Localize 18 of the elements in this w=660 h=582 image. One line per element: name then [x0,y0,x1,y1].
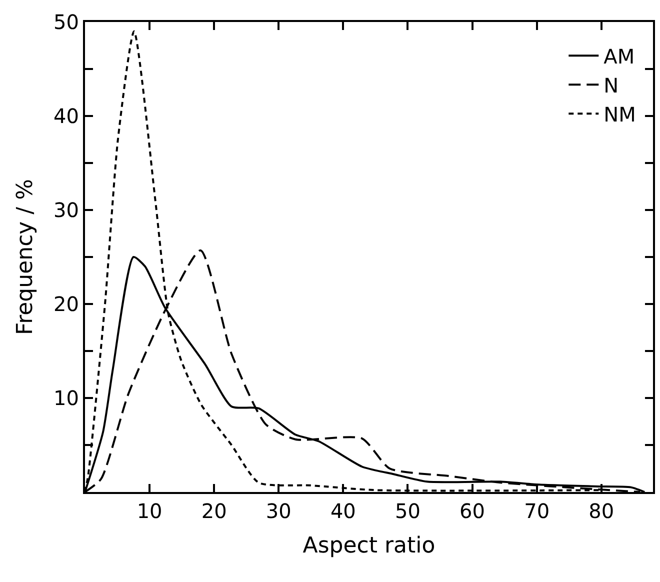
y-tick-label: 20 [54,292,79,316]
x-tick-label: 50 [395,499,420,523]
y-tick-label: 50 [54,10,79,34]
x-tick-label: 80 [588,499,614,523]
y-axis-title: Frequency / % [12,179,38,335]
y-tick-label: 10 [54,386,79,410]
x-tick-label: 40 [330,499,356,523]
x-tick-label: 60 [460,499,485,523]
legend-label: AM [604,44,635,68]
x-axis-title: Aspect ratio [302,533,436,558]
legend-label: N [604,73,619,98]
x-tick-label: 30 [266,499,292,523]
y-tick-label: 40 [54,104,79,128]
x-tick-label: 20 [201,499,227,523]
legend-label: NM [604,102,636,126]
x-tick-label: 70 [524,499,550,523]
x-tick-label: 10 [136,499,162,523]
y-tick-label: 30 [54,198,79,222]
